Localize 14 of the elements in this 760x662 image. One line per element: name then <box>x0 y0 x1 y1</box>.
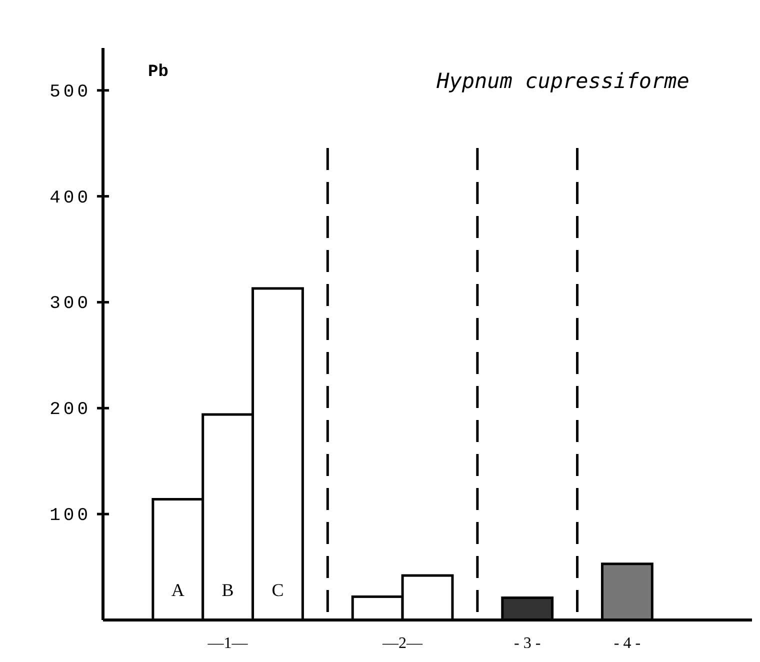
y-tick-label: 200 <box>50 400 91 420</box>
y-tick-label: 100 <box>50 506 91 526</box>
x-tick-label: B <box>222 580 234 600</box>
y-tick-label: 500 <box>50 82 91 102</box>
y-axis-title: Pb <box>148 63 168 82</box>
text: - 3 - <box>514 635 541 652</box>
x-tick-label: A <box>171 580 184 600</box>
x-tick-label: C <box>272 580 284 600</box>
text: —2— <box>382 635 424 652</box>
text: - 4 - <box>614 635 641 652</box>
y-tick-label: 300 <box>50 294 91 314</box>
y-tick-label: 400 <box>50 188 91 208</box>
text: Hypnum cupressiforme <box>436 69 690 93</box>
text: —1— <box>206 635 249 652</box>
